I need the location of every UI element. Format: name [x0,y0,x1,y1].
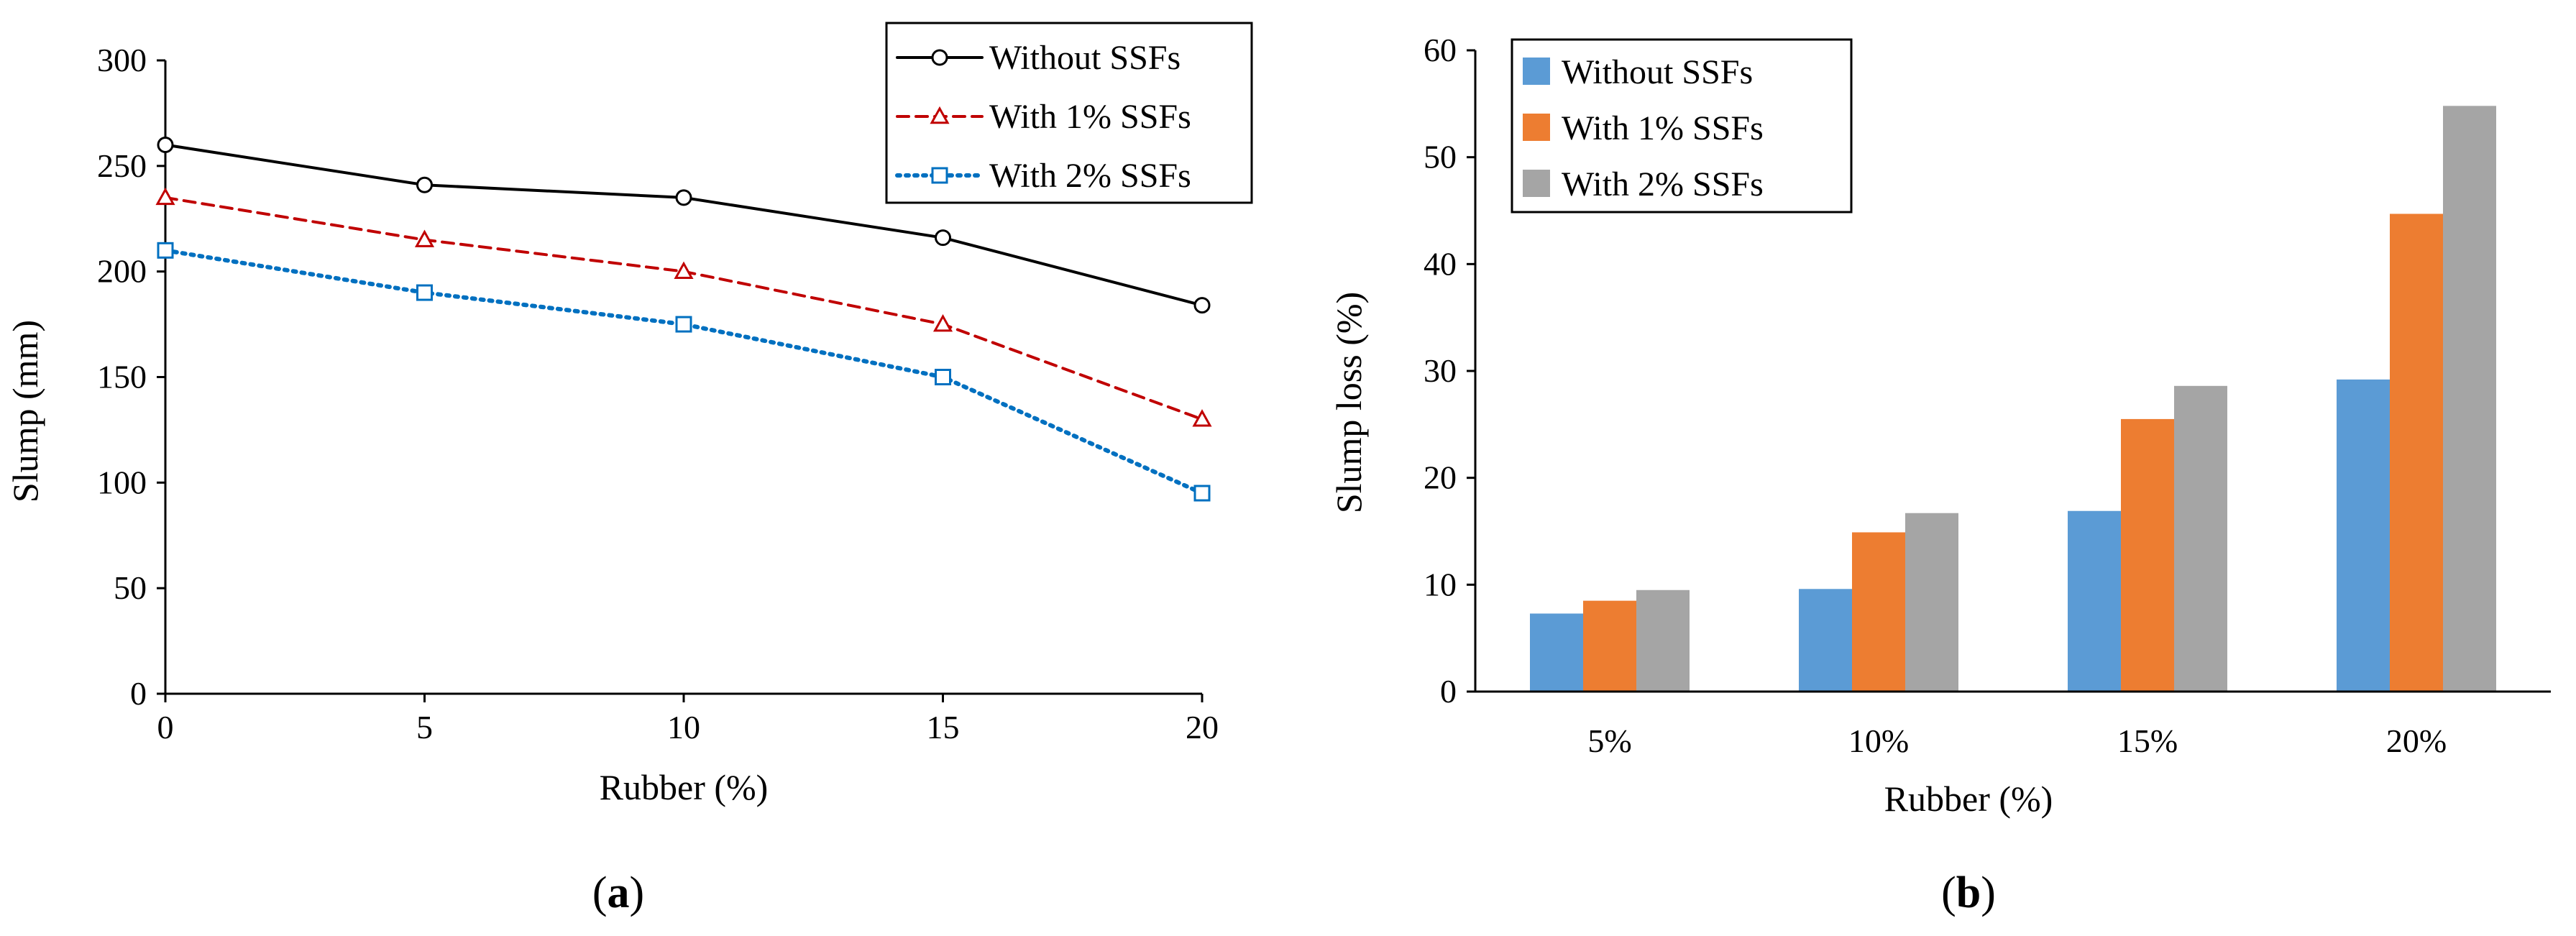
data-point-s2-4 [1193,485,1211,502]
legend-label-1: With 1% SSFs [989,98,1191,136]
legend-swatch-2 [1523,170,1550,197]
bar-15%-s2 [2174,385,2227,692]
data-point-s2-2 [675,316,692,333]
series-line-2 [163,248,1204,496]
x-axis-title: Rubber (%) [600,767,769,807]
x-category-label: 10% [1848,722,1909,759]
bar-15%-s1 [2121,418,2174,692]
bar-chart-plot-area: 0 10 20 30 40 50 60 5% 10% 15% 20% [1424,32,2551,759]
x-tick-label: 15 [927,709,960,745]
legend-swatch-1 [1523,114,1550,141]
bar-chart-legend: Without SSFs With 1% SSFs With 2% SSFs [1511,38,1853,214]
legend-label-0: Without SSFs [1562,53,1753,91]
line-chart-slump: 0 50 100 150 200 250 300 0 5 10 15 20 Slump (mm) Ru… [5,22,1253,917]
data-point-s2-1 [416,284,433,301]
bar-20%-s2 [2443,106,2496,692]
x-category-label: 15% [2117,722,2178,759]
y-tick-label: 300 [97,42,147,78]
y-axis-title: Slump loss (%) [1329,292,1369,513]
legend-marker-2 [931,167,948,184]
legend-swatch-0 [1523,58,1550,85]
x-axis-title: Rubber (%) [1884,779,2053,819]
y-axis-title: Slump (mm) [5,320,45,503]
panel-label-b-letter: b [1956,868,1981,917]
series-line-1 [164,196,1204,421]
legend-marker-0 [931,49,948,66]
data-point-s1-3 [932,313,953,332]
x-tick-label: 10 [667,709,700,745]
line-chart-plot-area: 0 50 100 150 200 250 300 0 5 10 15 20 [97,42,1219,745]
y-tick-label: 100 [97,464,147,500]
y-tick-label: 30 [1424,352,1457,389]
data-point-s0-2 [675,189,692,206]
data-point-s1-4 [1192,409,1212,427]
y-tick-label: 50 [1424,139,1457,175]
bar-20%-s1 [2390,214,2443,692]
data-point-s0-4 [1193,297,1211,314]
data-point-s2-3 [935,369,951,385]
y-tick-label: 200 [97,253,147,290]
panel-label-b: (b) [1941,868,1996,917]
x-tick-label: 5 [416,709,433,745]
y-tick-label: 50 [114,569,147,606]
bar-15%-s0 [2068,510,2121,692]
bar-20%-s0 [2337,379,2390,692]
panel-label-a-letter: a [608,868,630,917]
line-chart-legend: Without SSFs With 1% SSFs With 2% SSFs [885,22,1253,204]
y-tick-label: 20 [1424,459,1457,496]
bar-5%-s0 [1530,613,1583,692]
data-point-s1-2 [674,261,694,279]
legend-label-0: Without SSFs [989,39,1181,77]
data-point-s0-1 [416,176,433,193]
x-category-label: 20% [2386,722,2447,759]
data-point-s0-3 [935,229,951,247]
bar-5%-s2 [1636,589,1690,692]
legend-label-2: With 2% SSFs [989,157,1191,195]
panel-label-a: (a) [592,868,644,917]
legend-marker-1 [930,106,950,124]
y-tick-label: 150 [97,359,147,395]
legend-label-1: With 1% SSFs [1562,109,1764,147]
bar-10%-s2 [1905,513,1958,692]
x-category-label: 5% [1587,722,1631,759]
y-tick-label: 10 [1424,566,1457,602]
data-point-s0-0 [157,136,174,153]
data-point-s2-0 [157,242,174,259]
x-tick-label: 20 [1186,709,1219,745]
y-tick-label: 0 [130,675,147,712]
legend-box [1511,38,1853,214]
y-tick-label: 40 [1424,245,1457,282]
data-point-s1-1 [414,229,435,247]
y-tick-label: 60 [1424,32,1457,68]
legend-label-2: With 2% SSFs [1562,165,1764,203]
data-point-s1-0 [155,187,175,206]
bar-5%-s1 [1583,600,1636,692]
y-tick-label: 250 [97,147,147,184]
bar-10%-s1 [1852,532,1905,692]
bar-10%-s0 [1799,589,1852,692]
x-tick-label: 0 [157,709,174,745]
y-tick-label: 0 [1440,673,1457,710]
